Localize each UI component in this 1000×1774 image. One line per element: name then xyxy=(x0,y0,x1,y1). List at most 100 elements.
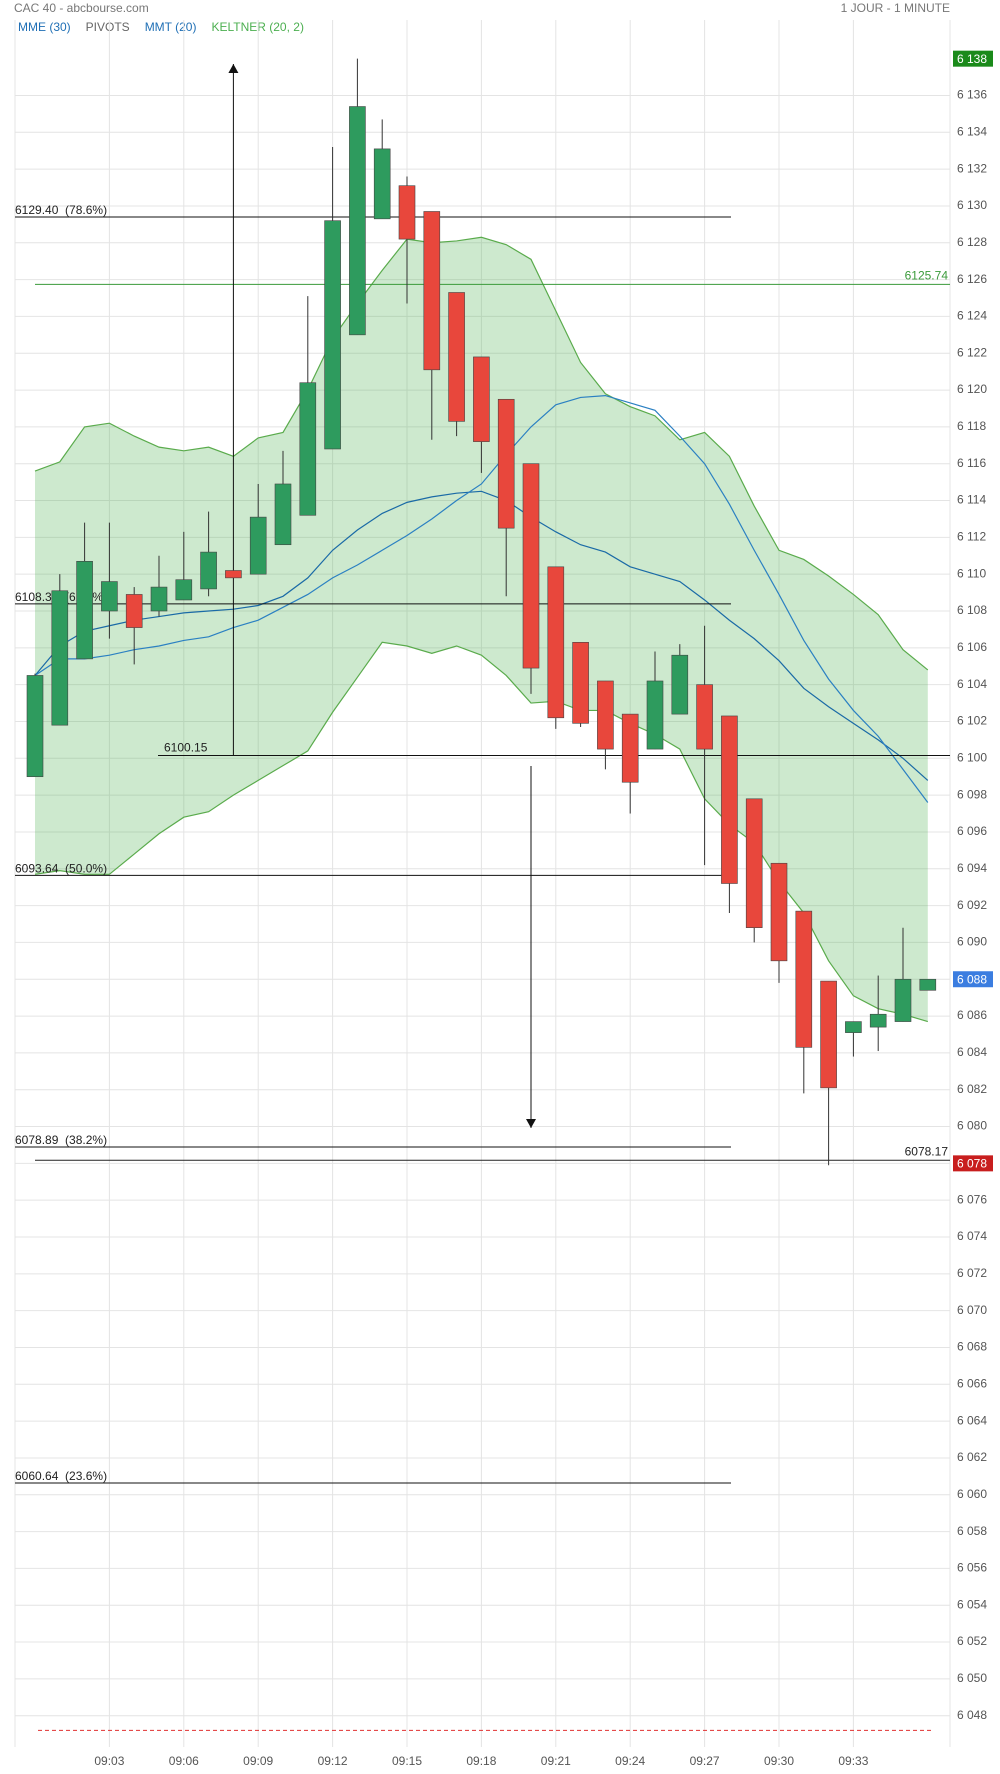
y-tick-label: 6 066 xyxy=(957,1376,987,1390)
candle-body xyxy=(225,570,242,579)
period: 1 JOUR - 1 MINUTE xyxy=(841,1,950,15)
candle-body xyxy=(249,516,267,575)
candle-body xyxy=(869,1013,887,1028)
candle-body xyxy=(200,551,217,590)
y-tick-label: 6 084 xyxy=(957,1045,987,1059)
moving-average xyxy=(34,394,929,803)
candle-body xyxy=(522,463,540,669)
x-tick-label: 09:06 xyxy=(169,1754,199,1768)
x-tick-label: 09:09 xyxy=(243,1754,273,1768)
y-tick-label: 6 092 xyxy=(957,898,987,912)
moving-average xyxy=(34,490,929,781)
candle-body xyxy=(76,560,93,660)
price-marker xyxy=(953,50,993,67)
candle-body xyxy=(721,715,738,884)
candle-body xyxy=(125,594,143,628)
arrow-head xyxy=(228,64,239,73)
candle-body xyxy=(770,862,788,962)
y-tick-label: 6 080 xyxy=(957,1119,987,1133)
candle-body xyxy=(373,148,391,220)
y-tick-label: 6 126 xyxy=(957,272,987,286)
x-tick-label: 09:03 xyxy=(94,1754,124,1768)
fib-label: 6093.64 (50.0%) xyxy=(15,862,107,876)
x-tick-label: 09:18 xyxy=(466,1754,496,1768)
grid xyxy=(14,20,951,1747)
y-tick-label: 6 110 xyxy=(957,566,986,580)
y-tick-label: 6 106 xyxy=(957,640,987,654)
y-tick-label: 6 108 xyxy=(957,603,987,617)
y-tick-label: 6 062 xyxy=(957,1450,987,1464)
x-tick-label: 09:21 xyxy=(541,1754,571,1768)
candle-body xyxy=(423,211,441,371)
x-tick-label: 09:15 xyxy=(392,1754,422,1768)
y-tick-label: 6 052 xyxy=(957,1634,987,1648)
arrow-head xyxy=(526,1119,536,1128)
candle-body xyxy=(597,680,614,750)
y-tick-label: 6 060 xyxy=(957,1487,987,1501)
y-tick-label: 6 130 xyxy=(957,198,987,212)
y-tick-label: 6 134 xyxy=(957,124,987,138)
fib-label: 6129.40 (78.6%) xyxy=(15,203,107,217)
candle-body xyxy=(448,292,465,422)
fib-label: 6060.64 (23.6%) xyxy=(15,1469,107,1483)
y-tick-label: 6 128 xyxy=(957,235,987,249)
y-tick-label: 6 122 xyxy=(957,345,987,359)
legend-entry: MMT (20) xyxy=(145,20,197,34)
y-tick-label: 6 120 xyxy=(957,382,987,396)
y-tick-label: 6 100 xyxy=(957,750,987,764)
level-label: 6078.17 xyxy=(905,1144,949,1158)
candle-body xyxy=(398,185,416,240)
candle-body xyxy=(150,586,168,612)
y-tick-label: 6 124 xyxy=(957,309,987,323)
y-tick-label: 6 050 xyxy=(957,1671,987,1685)
level-label: 6125.74 xyxy=(905,269,949,283)
y-tick-label: 6 116 xyxy=(957,456,986,470)
x-tick-label: 09:27 xyxy=(690,1754,720,1768)
chart-title: CAC 40 - abcbourse.com xyxy=(14,1,149,15)
candle-body xyxy=(919,978,937,991)
candle-body xyxy=(299,382,317,516)
candle-body xyxy=(547,566,565,719)
price-marker-label: 6 138 xyxy=(957,52,987,66)
y-tick-label: 6 090 xyxy=(957,935,987,949)
y-tick-label: 6 058 xyxy=(957,1524,987,1538)
candle-body xyxy=(274,483,292,546)
x-tick-label: 09:33 xyxy=(838,1754,868,1768)
legend-entry: PIVOTS xyxy=(86,20,130,34)
candle-body xyxy=(795,910,813,1048)
candle-body xyxy=(646,680,664,750)
candle-body xyxy=(572,642,589,724)
y-tick-label: 6 104 xyxy=(957,677,987,691)
y-tick-label: 6 136 xyxy=(957,88,987,102)
y-tick-label: 6 048 xyxy=(957,1708,987,1722)
candle-body xyxy=(175,579,193,601)
x-tick-label: 09:24 xyxy=(615,1754,645,1768)
y-tick-label: 6 086 xyxy=(957,1008,987,1022)
candle-body xyxy=(26,675,44,778)
candle-body xyxy=(621,713,639,783)
candle-body xyxy=(820,980,837,1089)
fib-label: 6078.89 (38.2%) xyxy=(15,1133,107,1147)
candle-body xyxy=(101,581,118,612)
candle-body xyxy=(696,684,713,750)
price-marker xyxy=(953,971,993,988)
y-tick-label: 6 068 xyxy=(957,1340,987,1354)
x-tick-label: 09:12 xyxy=(318,1754,348,1768)
candle-body xyxy=(845,1021,862,1033)
y-tick-label: 6 118 xyxy=(957,419,986,433)
y-tick-label: 6 098 xyxy=(957,787,987,801)
legend-entry: MME (30) xyxy=(18,20,71,34)
keltner-band xyxy=(35,237,928,1022)
y-tick-label: 6 112 xyxy=(957,530,986,544)
y-tick-label: 6 076 xyxy=(957,1192,987,1206)
x-tick-label: 09:30 xyxy=(764,1754,794,1768)
y-tick-label: 6 056 xyxy=(957,1561,987,1575)
y-tick-label: 6 094 xyxy=(957,861,987,875)
candle-body xyxy=(497,398,515,529)
y-tick-label: 6 102 xyxy=(957,714,987,728)
y-tick-label: 6 064 xyxy=(957,1413,987,1427)
y-tick-label: 6 096 xyxy=(957,824,987,838)
price-marker-label: 6 088 xyxy=(957,972,987,986)
